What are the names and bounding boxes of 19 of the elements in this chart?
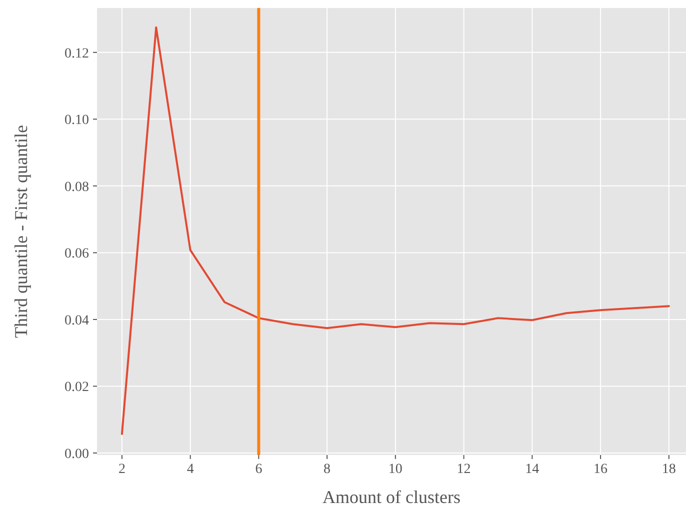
- x-tick-label: 6: [255, 462, 262, 477]
- x-tick-label: 12: [456, 462, 471, 477]
- y-axis-title: Third quantile - First quantile: [11, 125, 31, 338]
- x-tick-label: 14: [525, 462, 540, 477]
- y-tick-label: 0.00: [64, 446, 89, 462]
- y-tick-label: 0.06: [64, 246, 89, 262]
- line-series: [120, 26, 670, 435]
- x-tick-label: 2: [118, 462, 126, 477]
- x-axis-title: Amount of clusters: [322, 487, 460, 507]
- x-tick-label: 4: [186, 462, 194, 477]
- x-tick-label: 8: [324, 462, 331, 477]
- y-tick-label: 0.12: [64, 46, 89, 62]
- x-tick-label: 16: [594, 462, 608, 477]
- y-tick-label: 0.10: [64, 113, 89, 128]
- y-tick-label: 0.08: [64, 180, 89, 195]
- x-tick-label: 18: [662, 462, 676, 477]
- y-tick-label: 0.02: [64, 380, 89, 396]
- y-tick-label: 0.04: [64, 313, 89, 328]
- x-tick-label: 10: [388, 462, 402, 477]
